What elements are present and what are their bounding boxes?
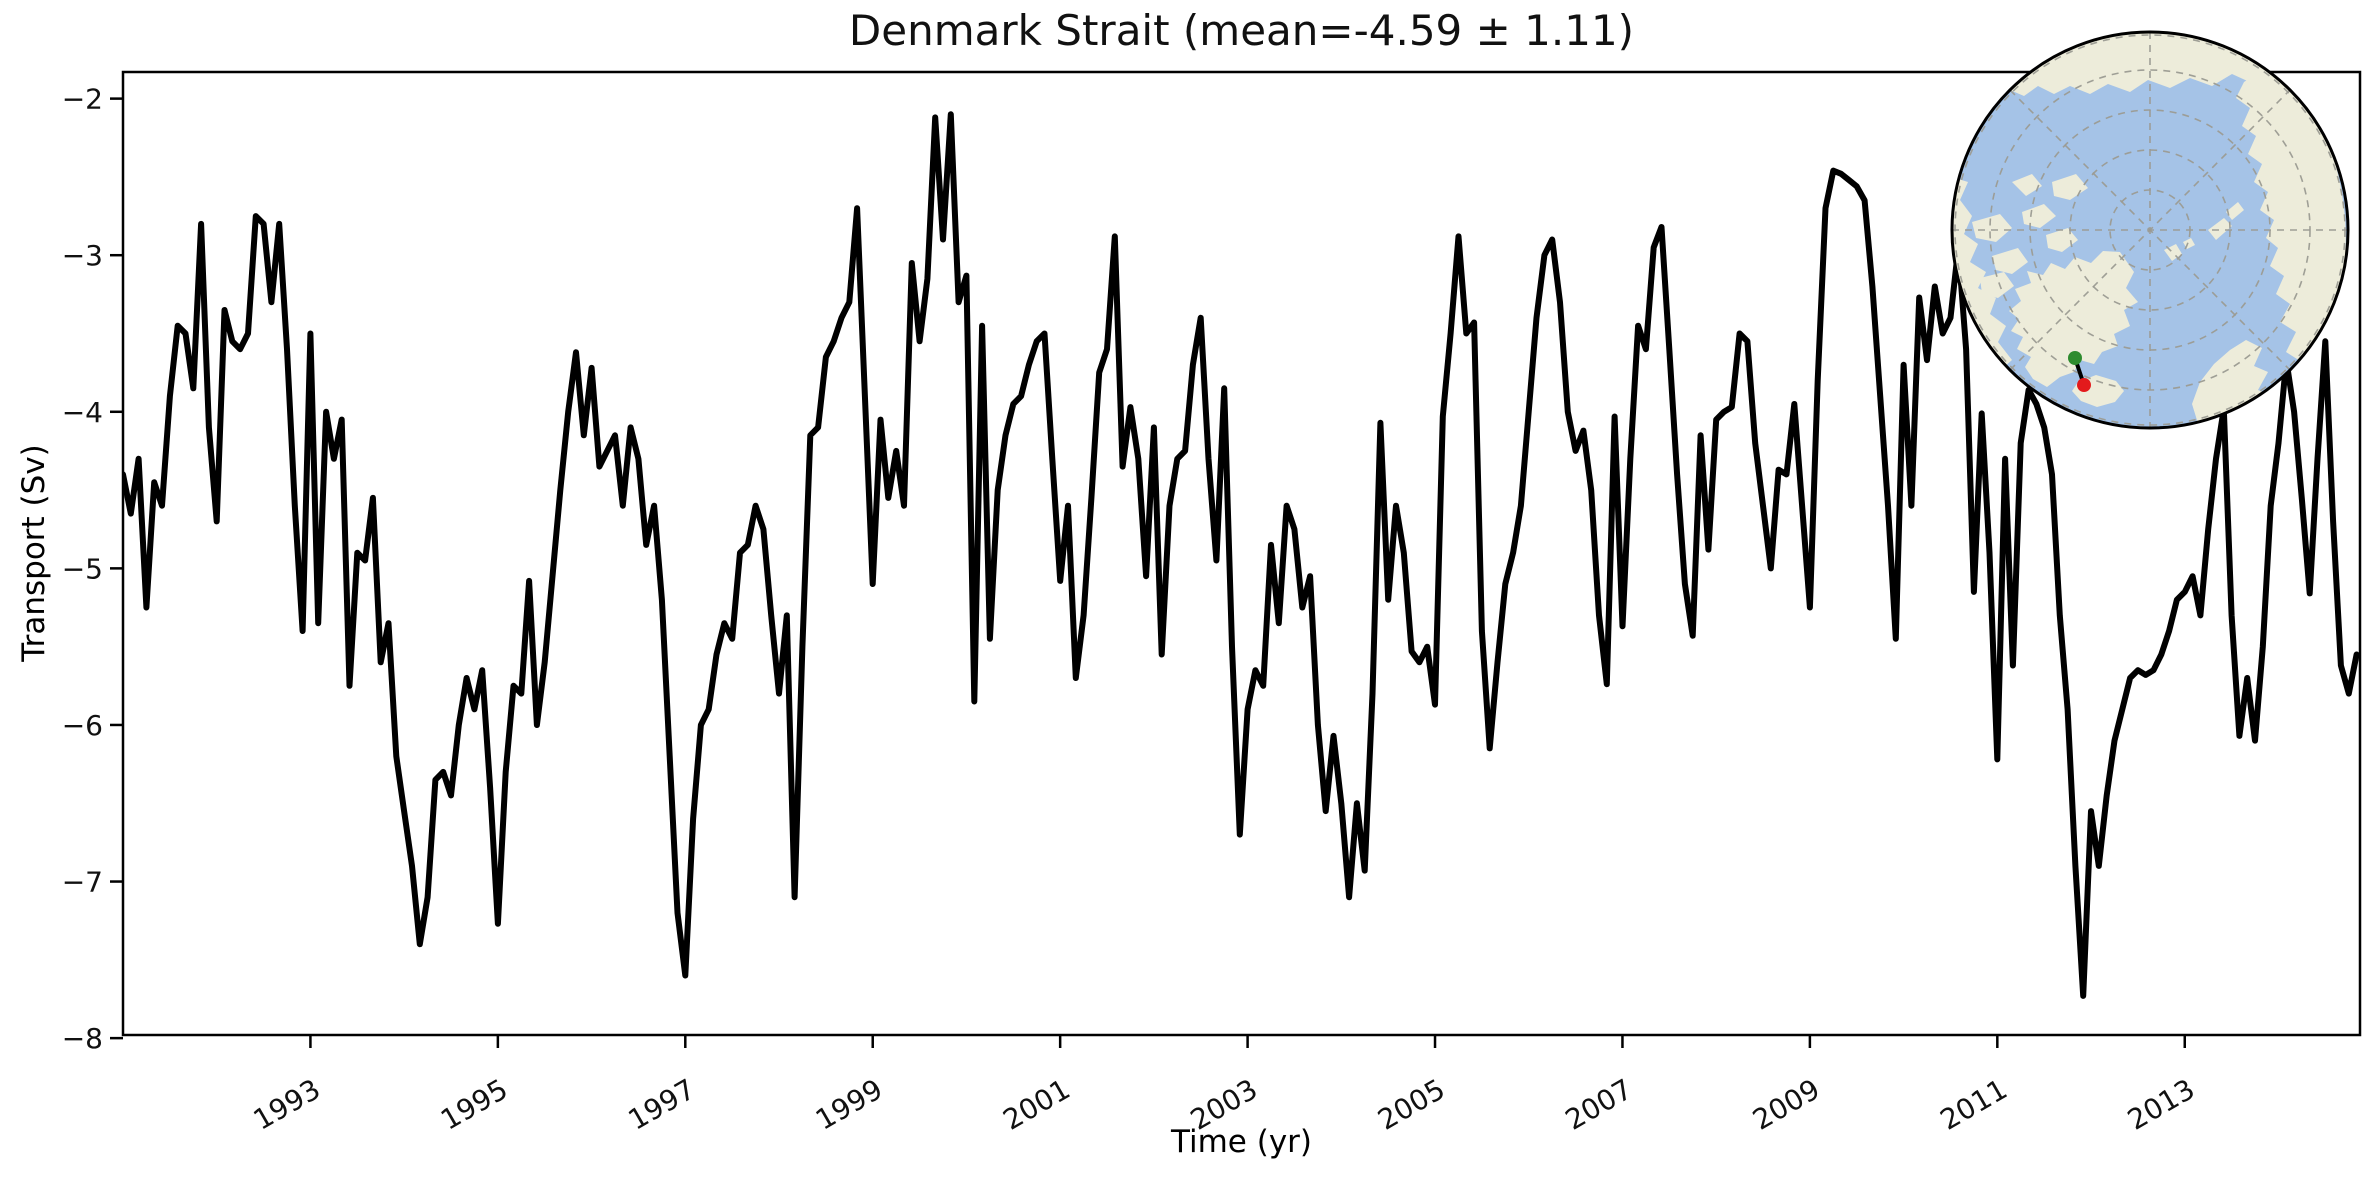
polar-map-svg (1950, 30, 2350, 430)
y-tick-label: −5 (62, 552, 103, 585)
plot-frame (121, 70, 2362, 1037)
land-arctic-island (1980, 272, 2014, 298)
section-marker-green (2068, 351, 2082, 365)
land-arctic-island (2022, 204, 2056, 228)
land-siberia (2236, 66, 2346, 366)
y-tick-label: −4 (62, 396, 103, 429)
inset-map (1950, 30, 2350, 430)
section-marker-red (2077, 378, 2091, 392)
y-axis-label: Transport (Sv) (16, 444, 52, 662)
transport-line (123, 111, 2360, 999)
land-arctic-island (1992, 248, 2028, 274)
x-axis-label: Time (yr) (1171, 1124, 1312, 1160)
land-greenland (2009, 251, 2138, 387)
land-novaya-zemlya (2208, 218, 2232, 240)
graticule (1952, 32, 2348, 428)
chart-title: Denmark Strait (mean=-4.59 ± 1.11) (848, 6, 1635, 55)
land-north-america (1952, 170, 2012, 382)
y-tick-label: −2 (62, 83, 103, 116)
y-tick-label: −3 (62, 239, 103, 272)
land-arctic-island (2046, 228, 2078, 252)
y-tick-label: −7 (62, 866, 103, 899)
map-border (1950, 30, 2350, 430)
land-arctic-island (1972, 214, 2012, 242)
y-tick-label: −8 (62, 1022, 103, 1055)
land-arctic-island (2012, 174, 2042, 196)
y-tick-label: −6 (62, 709, 103, 742)
land-novaya-zemlya (2226, 202, 2244, 220)
